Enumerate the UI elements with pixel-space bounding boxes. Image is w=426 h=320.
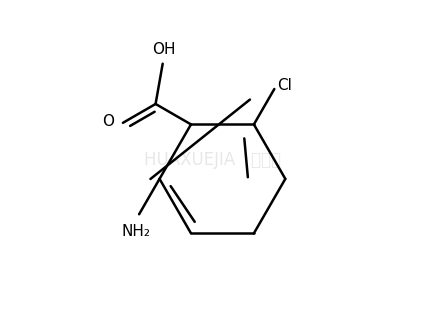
Text: Cl: Cl	[277, 78, 292, 93]
Text: OH: OH	[153, 42, 176, 57]
Text: O: O	[102, 114, 114, 129]
Text: NH₂: NH₂	[121, 224, 150, 239]
Text: HUAXUEJIA   化学加: HUAXUEJIA 化学加	[144, 151, 282, 169]
